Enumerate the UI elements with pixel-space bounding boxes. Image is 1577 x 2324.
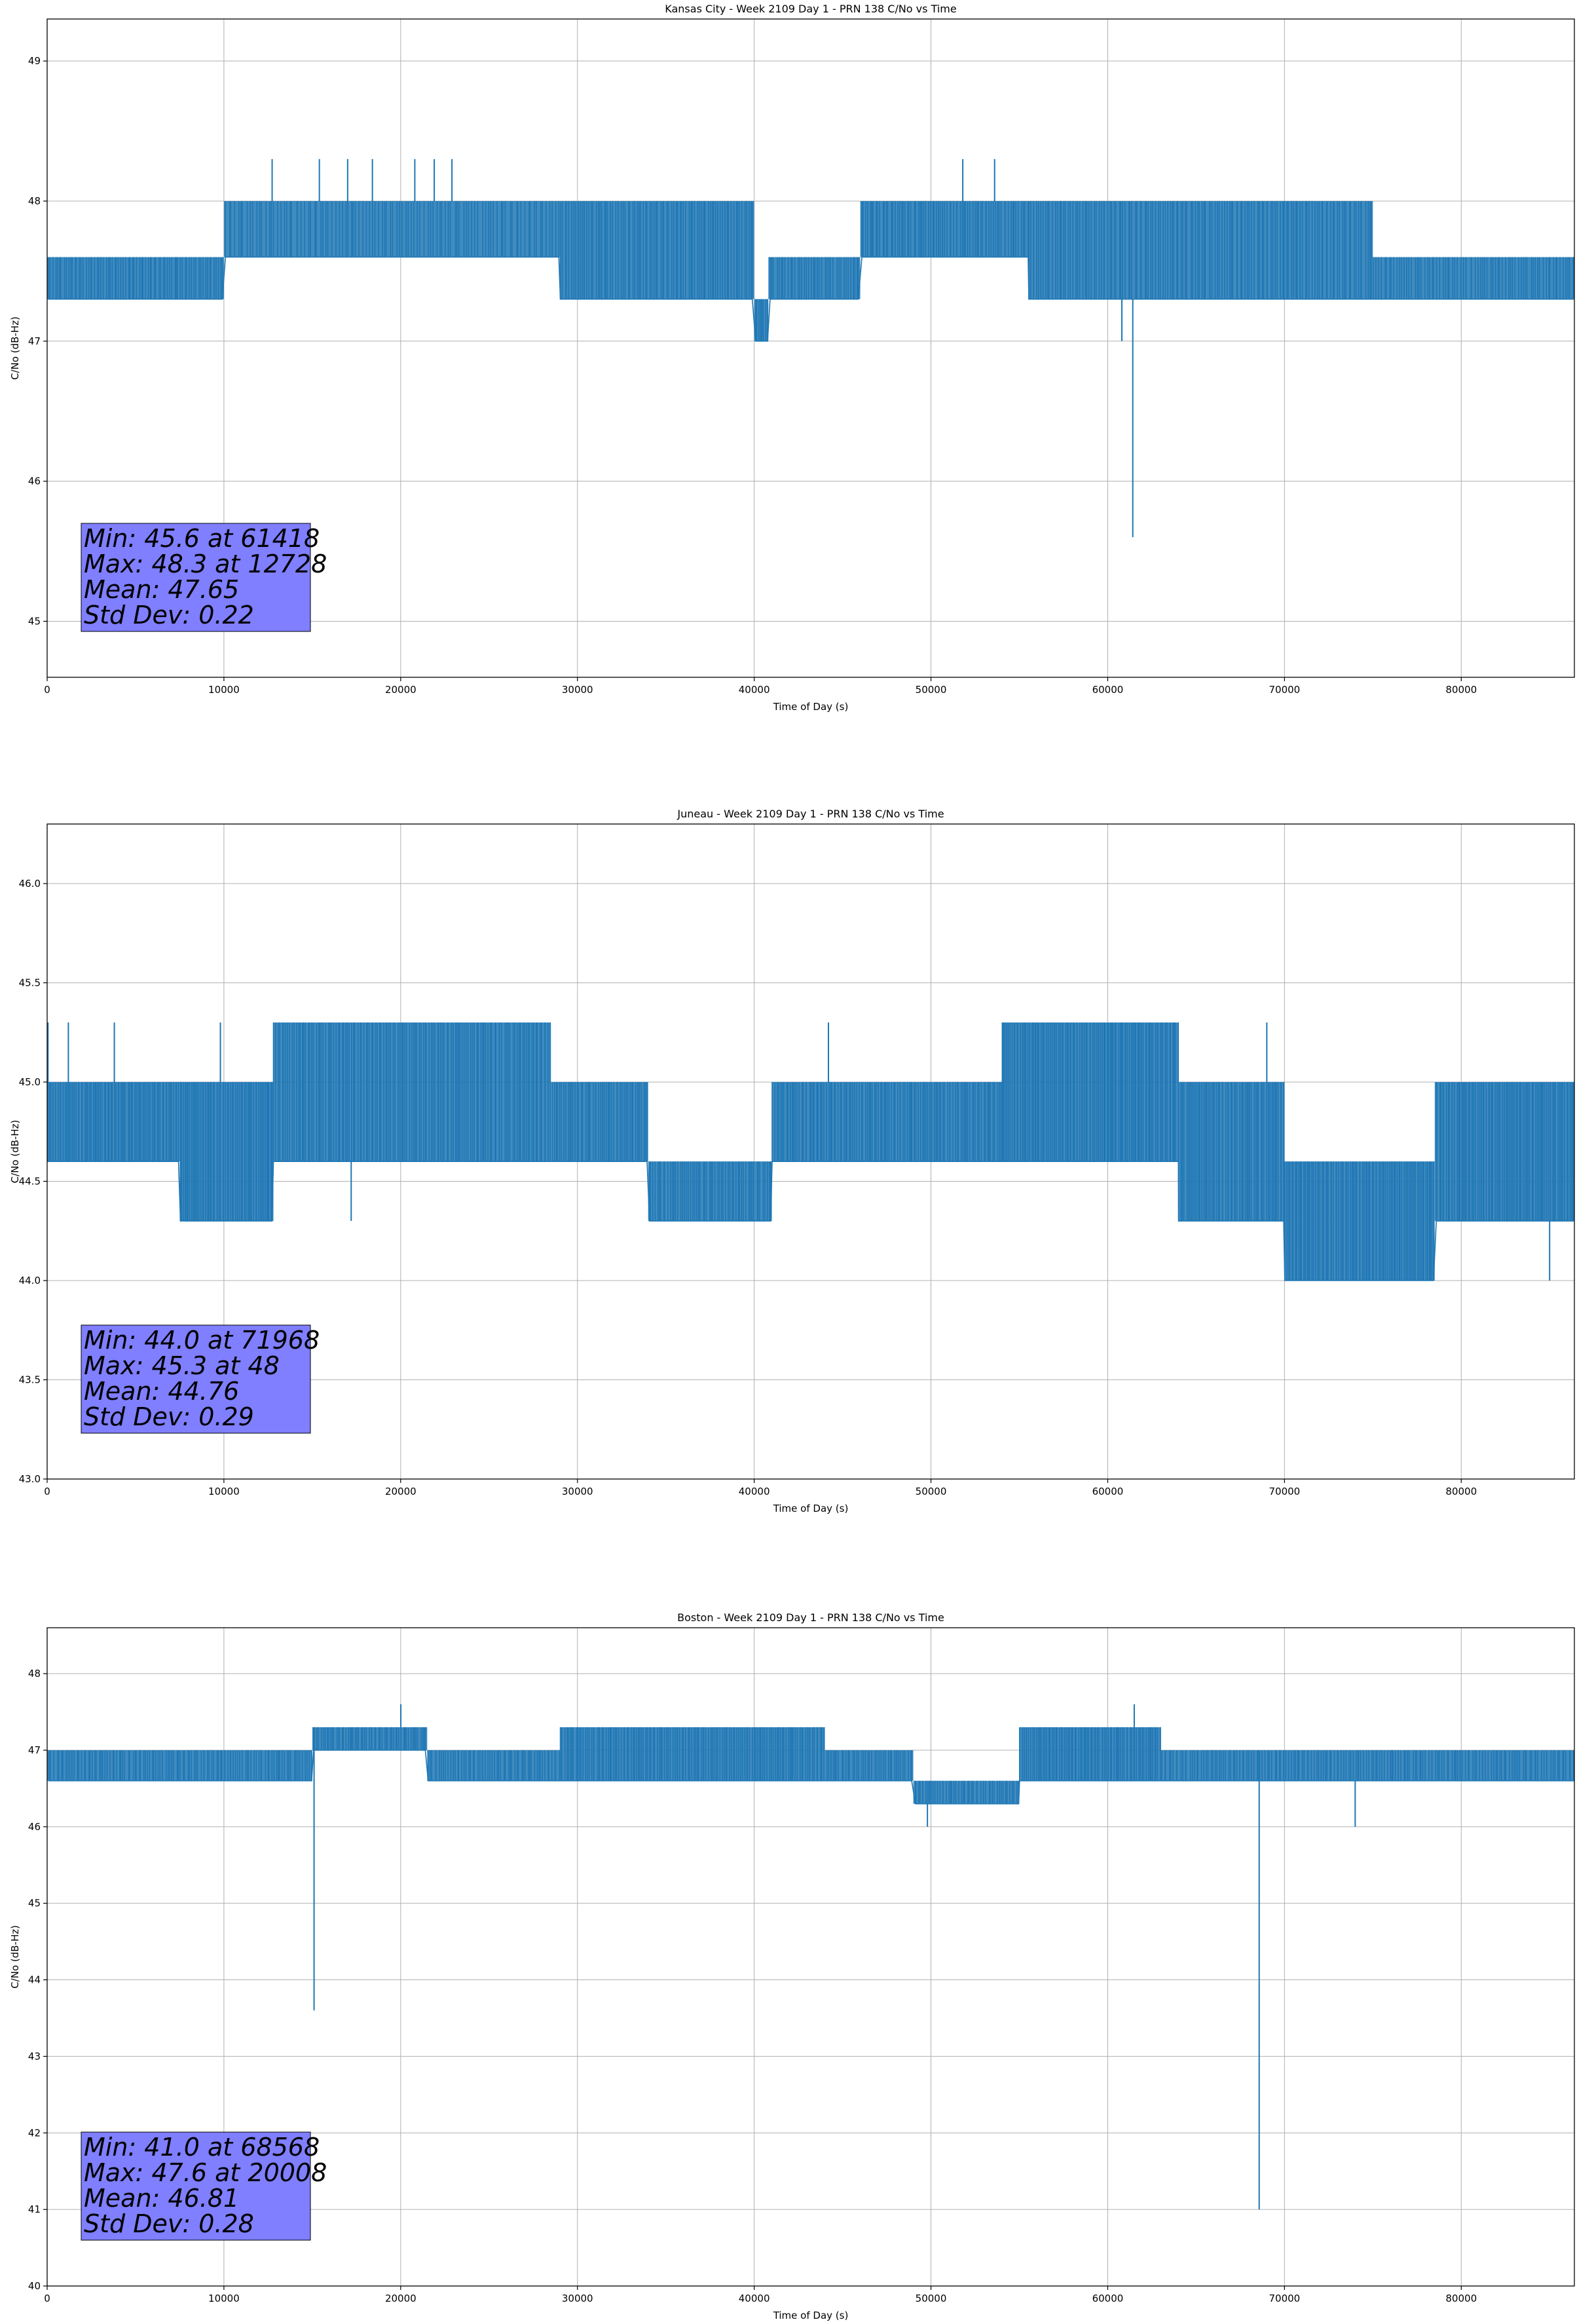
- kansas-city-series-path: [48, 201, 1574, 342]
- juneau-series-path: [47, 1022, 1574, 1281]
- kansas-city-series-line: [47, 159, 1574, 538]
- kansas-city-x-tick-label: 70000: [1269, 684, 1300, 696]
- boston-y-axis-label: C/No (dB-Hz): [9, 1925, 21, 1989]
- kansas-city-x-tick-label: 20000: [385, 684, 417, 696]
- kansas-city-series-band: [768, 257, 861, 299]
- kansas-city-y-axis-label: C/No (dB-Hz): [9, 316, 21, 380]
- boston-x-tick-label: 30000: [562, 2293, 593, 2304]
- juneau-x-tick-label: 40000: [739, 1486, 770, 1497]
- boston-chart: Boston - Week 2109 Day 1 - PRN 138 C/No …: [9, 1611, 1575, 2321]
- kansas-city-chart-title: Kansas City - Week 2109 Day 1 - PRN 138 …: [665, 3, 956, 15]
- kansas-city-stats-line: Max: 48.3 at 12728: [84, 550, 327, 578]
- kansas-city-stats-box-background: [81, 523, 311, 632]
- juneau-y-tick-label: 44.5: [19, 1175, 41, 1187]
- juneau-y-tick-label: 44.0: [19, 1275, 41, 1286]
- kansas-city-x-tick-label: 40000: [739, 684, 770, 696]
- kansas-city-stats-line: Min: 45.6 at 61418: [84, 524, 320, 553]
- boston-x-tick-label: 80000: [1445, 2293, 1477, 2304]
- boston-series-path: [48, 1727, 1574, 1805]
- boston-y-tick-label: 40: [28, 2280, 41, 2292]
- boston-series-band: [1019, 1727, 1161, 1781]
- juneau-series-band: [179, 1081, 274, 1222]
- boston-stats-line: Mean: 46.81: [84, 2184, 239, 2213]
- kansas-city-stats-line: Std Dev: 0.22: [84, 601, 254, 629]
- kansas-city-series-band: [47, 257, 224, 299]
- juneau-stats-box-background: [81, 1324, 311, 1434]
- juneau-y-tick-label: 46.0: [19, 878, 41, 890]
- boston-x-tick-label: 20000: [385, 2293, 417, 2304]
- juneau-y-tick-label: 43.0: [19, 1473, 41, 1485]
- juneau-chart: Juneau - Week 2109 Day 1 - PRN 138 C/No …: [9, 808, 1575, 1514]
- juneau-stats-line: Min: 44.0 at 71968: [84, 1326, 320, 1355]
- juneau-x-tick-label: 50000: [916, 1486, 947, 1497]
- juneau-x-tick-label: 60000: [1092, 1486, 1124, 1497]
- boston-x-axis-label: Time of Day (s): [773, 2310, 849, 2321]
- kansas-city-y-tick-label: 47: [28, 335, 41, 347]
- juneau-x-tick-label: 20000: [385, 1486, 417, 1497]
- boston-y-tick-label: 46: [28, 1821, 41, 1833]
- boston-y-tick-label: 47: [28, 1744, 41, 1756]
- boston-y-tick-label: 43: [28, 2050, 41, 2062]
- juneau-x-tick-label: 0: [44, 1486, 50, 1497]
- boston-stats-line: Max: 47.6 at 20008: [84, 2158, 327, 2187]
- boston-plot-frame: [46, 1627, 1575, 2287]
- juneau-series-line: [47, 1022, 1574, 1281]
- boston-y-tick-label: 41: [28, 2203, 41, 2215]
- boston-x-tick-label: 0: [44, 2293, 50, 2304]
- boston-x-tick-label: 10000: [208, 2293, 240, 2304]
- juneau-stats-line: Max: 45.3 at 48: [84, 1351, 280, 1380]
- kansas-city-x-tick-label: 80000: [1445, 684, 1477, 696]
- kansas-city-x-tick-label: 10000: [208, 684, 240, 696]
- juneau-y-tick-label: 45.0: [19, 1076, 41, 1088]
- juneau-y-axis-label: C/No (dB-Hz): [9, 1120, 21, 1184]
- boston-y-tick-label: 44: [28, 1974, 41, 1986]
- kansas-city-x-tick-label: 30000: [562, 684, 593, 696]
- juneau-x-tick-label: 70000: [1269, 1486, 1300, 1497]
- juneau-plot-frame: [46, 823, 1575, 1480]
- boston-y-tick-label: 48: [28, 1668, 41, 1679]
- boston-series-line: [47, 1704, 1574, 2210]
- kansas-city-plot-frame: [46, 18, 1575, 678]
- kansas-city-x-tick-label: 50000: [916, 684, 947, 696]
- juneau-y-tick-label: 43.5: [19, 1374, 41, 1385]
- juneau-x-tick-label: 80000: [1445, 1486, 1477, 1497]
- juneau-chart-title: Juneau - Week 2109 Day 1 - PRN 138 C/No …: [677, 808, 944, 820]
- kansas-city-x-tick-label: 0: [44, 684, 50, 696]
- boston-x-tick-label: 50000: [916, 2293, 947, 2304]
- juneau-stats-line: Mean: 44.76: [84, 1377, 239, 1406]
- boston-stats-line: Min: 41.0 at 68568: [84, 2133, 320, 2162]
- boston-stats-line: Std Dev: 0.28: [84, 2209, 254, 2238]
- kansas-city-y-tick-label: 45: [28, 615, 41, 627]
- juneau-x-tick-label: 30000: [562, 1486, 593, 1497]
- juneau-x-axis-label: Time of Day (s): [773, 1503, 849, 1514]
- kansas-city-series-band: [1373, 257, 1574, 299]
- kansas-city-y-tick-label: 46: [28, 476, 41, 487]
- boston-y-tick-label: 42: [28, 2127, 41, 2139]
- kansas-city-y-tick-label: 48: [28, 195, 41, 207]
- boston-x-tick-label: 40000: [739, 2293, 770, 2304]
- boston-x-tick-label: 70000: [1269, 2293, 1300, 2304]
- kansas-city-series-band: [754, 299, 769, 341]
- boston-chart-title: Boston - Week 2109 Day 1 - PRN 138 C/No …: [677, 1611, 944, 1624]
- kansas-city-x-axis-label: Time of Day (s): [773, 701, 849, 713]
- kansas-city-y-tick-label: 49: [28, 55, 41, 67]
- boston-x-tick-label: 60000: [1092, 2293, 1124, 2304]
- kansas-city-stats-line: Mean: 47.65: [84, 575, 239, 604]
- boston-stats-box-background: [81, 2131, 311, 2241]
- kansas-city-series-band: [223, 200, 560, 257]
- juneau-stats-line: Std Dev: 0.29: [84, 1402, 254, 1431]
- kansas-city-chart: Kansas City - Week 2109 Day 1 - PRN 138 …: [9, 3, 1575, 713]
- juneau-y-tick-label: 45.5: [19, 977, 41, 988]
- kansas-city-x-tick-label: 60000: [1092, 684, 1124, 696]
- juneau-x-tick-label: 10000: [208, 1486, 240, 1497]
- boston-y-tick-label: 45: [28, 1898, 41, 1909]
